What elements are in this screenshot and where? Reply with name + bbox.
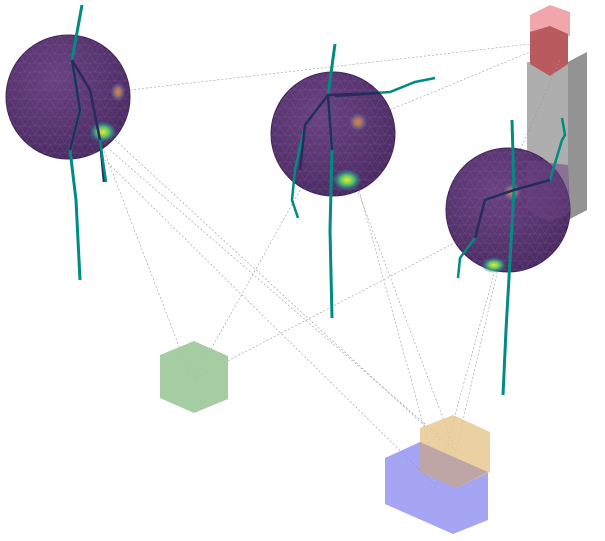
sphere-2 [270, 43, 436, 319]
sphere-3 [445, 117, 571, 396]
hotspot [332, 169, 362, 191]
hotspot [110, 82, 126, 102]
hotspot [481, 257, 507, 273]
hex-orange [420, 415, 490, 488]
fiber-path [501, 119, 516, 396]
hotspot [348, 112, 368, 132]
hotspot [89, 121, 117, 143]
sphere-1 [5, 4, 131, 281]
hex-green [160, 341, 228, 413]
pillar-top-dark [530, 26, 568, 76]
link-lines [99, 43, 561, 489]
